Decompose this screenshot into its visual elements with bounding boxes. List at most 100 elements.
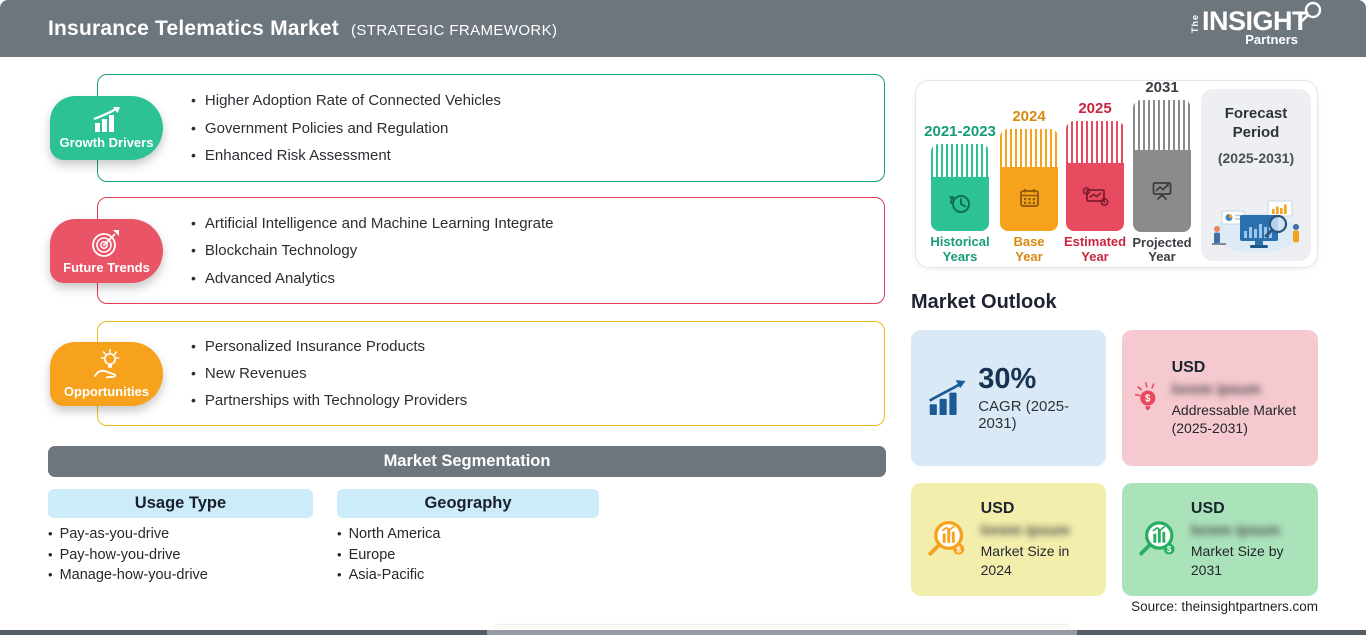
currency-label: USD bbox=[980, 500, 1015, 518]
forecast-period-range: (2025-2031) bbox=[1217, 149, 1295, 166]
svg-text:$: $ bbox=[956, 545, 961, 554]
bar-caption: Base Year bbox=[1013, 234, 1045, 264]
page-title: Insurance Telematics Market bbox=[48, 16, 339, 40]
list-item: Europe bbox=[337, 545, 622, 566]
historical-years-bar: 2021-2023 Historical Years bbox=[924, 79, 996, 267]
lightbulb-hand-icon bbox=[93, 349, 119, 379]
magnifier-icon bbox=[1300, 1, 1322, 23]
badge-label: Growth Drivers bbox=[59, 135, 154, 150]
opportunities-box: Personalized Insurance Products New Reve… bbox=[97, 321, 885, 426]
growth-drivers-list: Higher Adoption Rate of Connected Vehicl… bbox=[191, 81, 864, 175]
usage-type-label: Usage Type bbox=[134, 494, 227, 512]
usage-type-header: Usage Type bbox=[48, 489, 313, 518]
list-item: New Revenues bbox=[191, 365, 864, 382]
header-titles: Insurance Telematics Market (STRATEGIC F… bbox=[0, 17, 557, 41]
list-item: Higher Adoption Rate of Connected Vehicl… bbox=[191, 92, 864, 109]
growth-drivers-box: Higher Adoption Rate of Connected Vehicl… bbox=[97, 74, 885, 182]
blurred-value: lorem ipsum bbox=[1171, 380, 1261, 398]
geography-label: Geography bbox=[424, 494, 512, 512]
bar-caption: Projected Year bbox=[1132, 234, 1192, 265]
badge-label: Future Trends bbox=[63, 260, 150, 275]
market-size-2031-card: $ USD lorem ipsum Market Size by 2031 bbox=[1122, 483, 1318, 596]
bar-body bbox=[1133, 150, 1191, 232]
bar-stripe bbox=[1133, 100, 1191, 150]
future-trends-badge: Future Trends bbox=[50, 219, 163, 283]
bar bbox=[1133, 100, 1191, 232]
badge-label: Opportunities bbox=[63, 384, 150, 399]
market-segmentation-title: Market Segmentation bbox=[383, 452, 551, 470]
bar-year-label: 2025 bbox=[1078, 100, 1112, 117]
list-item: Partnerships with Technology Providers bbox=[191, 392, 864, 409]
target-dart-icon bbox=[91, 230, 119, 257]
projection-screen-icon bbox=[1152, 181, 1172, 200]
bottom-edge-highlight bbox=[487, 630, 1077, 635]
cagr-label: CAGR (2025-2031) bbox=[978, 397, 1070, 432]
timeline-card: 2021-2023 Historical Years 2024 bbox=[915, 79, 1318, 268]
bar-stripe bbox=[1000, 129, 1058, 167]
addressable-market-card: $ USD lorem ipsum Addressable Market (20… bbox=[1122, 330, 1318, 466]
geography-list: North America Europe Asia-Pacific bbox=[337, 524, 622, 586]
bar bbox=[1000, 129, 1058, 231]
analytics-dashboard-illustration bbox=[1212, 200, 1299, 253]
blurred-value: lorem ipsum bbox=[1190, 522, 1281, 540]
magnifier-chart-icon: $ bbox=[928, 520, 965, 556]
bar-chart-growth-icon bbox=[93, 107, 120, 132]
bar bbox=[931, 144, 989, 231]
list-item: Pay-how-you-drive bbox=[48, 545, 333, 566]
bar bbox=[1066, 121, 1124, 231]
logo-the-text: The bbox=[1189, 14, 1200, 34]
logo-insight-text: INSIGHT bbox=[1201, 6, 1309, 36]
base-year-bar: 2024 Base Year bbox=[1000, 79, 1058, 267]
header-bar: Insurance Telematics Market (STRATEGIC F… bbox=[0, 0, 1366, 57]
svg-text:$: $ bbox=[1145, 394, 1151, 405]
bar-body bbox=[1066, 163, 1124, 231]
clock-history-icon bbox=[949, 195, 970, 213]
list-item: Blockchain Technology bbox=[191, 242, 864, 259]
bar-stripe bbox=[931, 144, 989, 177]
list-item: Artificial Intelligence and Machine Lear… bbox=[191, 215, 864, 232]
future-trends-list: Artificial Intelligence and Machine Lear… bbox=[191, 204, 864, 297]
source-text: Source: theinsightpartners.com bbox=[1131, 599, 1318, 614]
svg-text:$: $ bbox=[1167, 545, 1172, 554]
bar-year-label: 2031 bbox=[1145, 79, 1179, 96]
bar-body bbox=[1000, 167, 1058, 231]
bar-year-label: 2024 bbox=[1012, 108, 1046, 125]
list-item: Asia-Pacific bbox=[337, 565, 622, 586]
opportunities-badge: Opportunities bbox=[50, 342, 163, 406]
currency-label: USD bbox=[1171, 358, 1206, 376]
bar-caption: Historical Years bbox=[930, 234, 990, 264]
logo-partners-text: Partners bbox=[1245, 32, 1298, 47]
card-label: Addressable Market (2025-2031) bbox=[1171, 401, 1297, 436]
list-item: Enhanced Risk Assessment bbox=[191, 147, 864, 164]
bar-caption: Estimated Year bbox=[1063, 234, 1127, 264]
list-item: Government Policies and Regulation bbox=[191, 120, 864, 137]
logo-main: INSIGHT Partners bbox=[1201, 1, 1322, 47]
bar-body bbox=[931, 177, 989, 231]
list-item: Advanced Analytics bbox=[191, 270, 864, 287]
geography-header: Geography bbox=[337, 489, 599, 518]
opportunities-list: Personalized Insurance Products New Reve… bbox=[191, 328, 864, 419]
magnifier-chart-icon: $ bbox=[1139, 520, 1175, 555]
estimated-year-bar: 2025 Estimated Year bbox=[1063, 79, 1127, 267]
insight-partners-logo: The INSIGHT Partners bbox=[1189, 1, 1322, 47]
card-label: Market Size in 2024 bbox=[980, 543, 1070, 578]
blurred-value: lorem ipsum bbox=[980, 522, 1070, 540]
bar-year-label: 2021-2023 bbox=[924, 123, 996, 140]
list-item: Pay-as-you-drive bbox=[48, 524, 333, 545]
dollar-bulb-icon: $ bbox=[1134, 382, 1156, 411]
market-size-2024-card: $ USD lorem ipsum Market Size in 2024 bbox=[911, 483, 1106, 596]
cagr-card: 30% CAGR (2025-2031) bbox=[911, 330, 1106, 466]
growth-bars-arrow-icon bbox=[928, 380, 966, 416]
estimate-chart-gear-icon bbox=[1082, 187, 1109, 206]
market-outlook-title: Market Outlook bbox=[911, 291, 1057, 313]
calendar-icon bbox=[1020, 189, 1039, 207]
currency-label: USD bbox=[1190, 500, 1225, 518]
cagr-value: 30% bbox=[978, 363, 1037, 396]
future-trends-box: Artificial Intelligence and Machine Lear… bbox=[97, 197, 885, 304]
bar-stripe bbox=[1066, 121, 1124, 163]
list-item: Personalized Insurance Products bbox=[191, 338, 864, 355]
list-item: Manage-how-you-drive bbox=[48, 565, 333, 586]
growth-drivers-badge: Growth Drivers bbox=[50, 96, 163, 160]
forecast-period-panel: Forecast Period (2025-2031) bbox=[1201, 89, 1311, 261]
